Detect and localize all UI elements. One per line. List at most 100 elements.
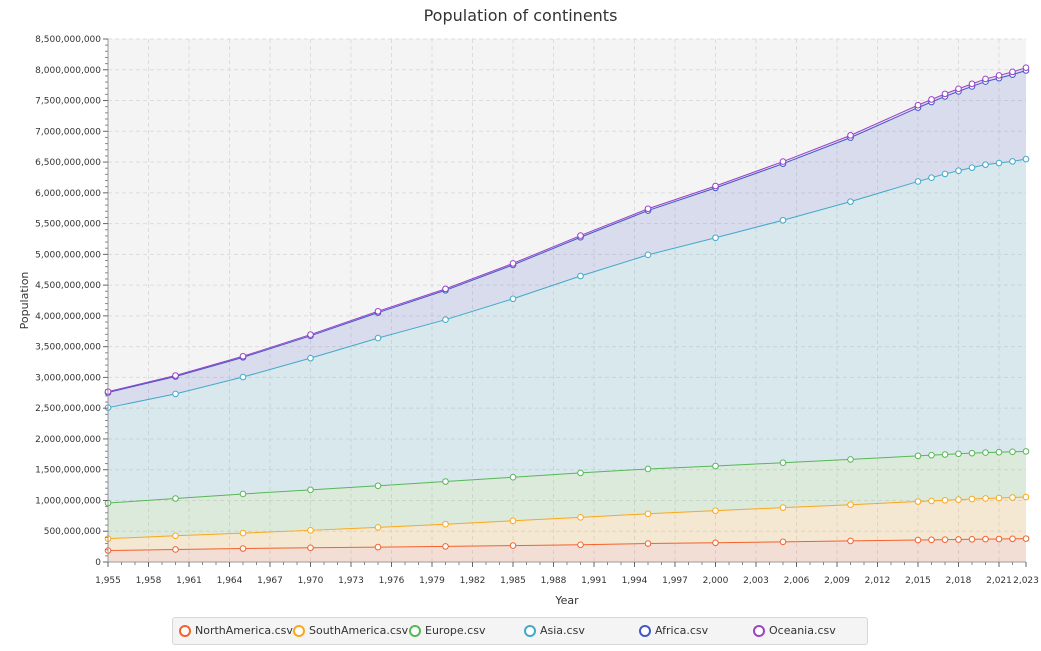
data-point [239,545,247,552]
data-point [712,182,719,190]
data-point [847,198,854,205]
legend-label: Oceania.csv [769,624,836,637]
data-point [968,80,976,88]
data-point [928,497,935,505]
series-points [104,64,1030,554]
x-tick-label: 1,967 [257,576,283,586]
grid-lines [108,38,1026,562]
x-tick-label: 2,021 [986,576,1012,586]
x-tick-label: 1,997 [662,576,688,586]
data-point [374,543,382,551]
data-point [968,495,976,503]
data-point [644,251,652,259]
data-point [982,75,989,83]
x-tick-label: 1,958 [136,576,162,586]
legend-item: Africa.csv [639,624,708,637]
data-point [644,510,652,518]
data-point [712,507,719,514]
data-point [995,72,1003,79]
data-point [914,101,922,109]
data-point [644,465,652,473]
data-point [172,532,179,540]
data-point [914,452,922,460]
legend-label: Europe.csv [425,624,486,637]
x-tick-label: 1,979 [419,576,445,586]
x-tick-label: 1,982 [460,576,486,586]
y-tick-label: 1,500,000,000 [35,466,101,476]
data-point [712,234,719,242]
data-point [995,535,1003,543]
data-point [847,537,854,545]
legend-marker-icon [753,624,765,637]
data-point [307,331,314,338]
x-axis-ticks: 1,955 1,958 1,961 1,964 1,967 1,970 1,973 1,976… [95,562,1039,586]
x-tick-label: 2,012 [865,576,891,586]
x-tick-label: 1,961 [176,576,202,586]
y-tick-label: 1,000,000,000 [35,496,101,506]
x-tick-label: 1,973 [338,576,364,586]
data-point [1022,64,1030,71]
series-area [108,70,1026,408]
legend-item: Oceania.csv [753,624,836,637]
legend-item: SouthAmerica.csv [293,624,408,637]
data-point [1009,68,1016,76]
data-point [239,373,247,381]
data-point [374,524,382,531]
data-point [779,216,787,224]
data-point [928,96,935,103]
data-point [914,498,922,505]
data-point [928,451,935,459]
y-tick-label: 5,000,000,000 [35,250,101,260]
data-point [779,538,787,546]
data-point [982,161,989,168]
y-tick-label: 4,500,000,000 [35,281,101,291]
x-tick-label: 1,994 [622,576,648,586]
legend-item: NorthAmerica.csv [179,624,293,637]
data-point [1009,535,1016,543]
data-point [509,542,517,549]
data-point [1022,493,1030,501]
y-tick-label: 8,500,000,000 [35,35,101,45]
data-point [1009,448,1016,456]
data-point [982,495,989,502]
y-tick-label: 5,500,000,000 [35,220,101,230]
data-point [509,260,517,267]
data-point [442,543,449,550]
data-point [982,449,989,456]
data-point [577,272,584,280]
data-point [928,536,935,544]
y-tick-label: 7,000,000,000 [35,127,101,137]
x-tick-label: 2,015 [905,576,931,586]
data-point [712,462,719,470]
data-point [644,205,652,213]
y-tick-label: 3,000,000,000 [35,373,101,383]
legend-label: SouthAmerica.csv [309,624,409,637]
data-point [779,459,787,466]
y-tick-label: 6,000,000,000 [35,189,101,199]
x-tick-label: 2,009 [824,576,850,586]
data-point [1009,494,1016,501]
data-point [172,390,179,398]
legend-item: Asia.csv [524,624,585,637]
chart-title: Population of continents [423,6,618,25]
data-point [1022,155,1030,163]
x-tick-label: 2,000 [703,576,729,586]
y-tick-label: 2,000,000,000 [35,435,101,445]
data-point [509,517,517,525]
data-point [442,520,449,528]
data-point [172,546,179,553]
data-point [509,473,517,481]
data-point [239,352,247,360]
data-point [374,334,382,342]
data-point [928,174,935,181]
y-tick-label: 0 [95,558,101,568]
legend-item: Europe.csv [409,624,485,637]
y-tick-label: 6,500,000,000 [35,158,101,168]
data-point [914,178,922,185]
y-tick-label: 500,000,000 [44,527,102,537]
legend-marker-icon [524,624,536,637]
data-point [847,456,854,463]
data-point [941,496,949,504]
data-point [239,529,247,537]
data-point [982,535,989,543]
